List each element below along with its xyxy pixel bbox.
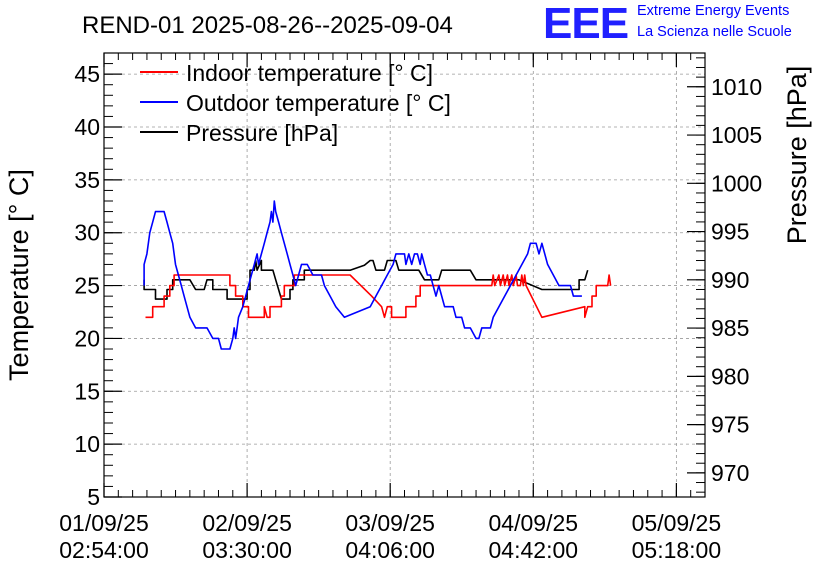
x-tick-label-date: 03/09/25 — [345, 510, 435, 536]
legend-label-outdoor: Outdoor temperature [° C] — [186, 90, 451, 116]
x-tick-label-date: 01/09/25 — [59, 510, 149, 536]
x-tick-label-date: 04/09/25 — [489, 510, 579, 536]
y2-axis-label: Pressure [hPa] — [782, 66, 812, 245]
brand-line-2: La Scienza nelle Scuole — [637, 24, 792, 40]
y2-tick-label: 995 — [711, 219, 749, 245]
x-tick-label-date: 05/09/25 — [632, 510, 722, 536]
y-tick-label: 25 — [74, 273, 100, 299]
chart-title: REND-01 2025-08-26--2025-09-04 — [82, 12, 453, 39]
y-axis-label: Temperature [° C] — [4, 169, 34, 381]
x-tick-label-time: 05:18:00 — [632, 537, 722, 563]
legend-label-indoor: Indoor temperature [° C] — [186, 60, 433, 86]
series-line-pressure — [143, 259, 589, 300]
y2-tick-label: 1010 — [711, 74, 762, 100]
y-tick-label: 40 — [74, 114, 100, 140]
series-line-outdoor — [143, 200, 582, 350]
right-axis-tick-labels: 970 975 980 985 990 995 1000 1005 1010 — [711, 74, 762, 486]
y2-tick-label: 985 — [711, 315, 749, 341]
ticks — [103, 52, 706, 498]
y2-tick-label: 970 — [711, 460, 749, 486]
y-tick-label: 35 — [74, 167, 100, 193]
series-line-indoor — [145, 274, 612, 319]
y2-tick-label: 975 — [711, 412, 749, 438]
y-tick-label: 10 — [74, 431, 100, 457]
x-tick-label-date: 02/09/25 — [202, 510, 292, 536]
y-tick-label: 5 — [87, 484, 100, 510]
x-tick-label-time: 04:42:00 — [489, 537, 579, 563]
x-tick-label-time: 04:06:00 — [345, 537, 435, 563]
brand-line-1: Extreme Energy Events — [637, 3, 790, 19]
legend: Indoor temperature [° C] Outdoor tempera… — [140, 60, 451, 146]
y2-tick-label: 1005 — [711, 122, 762, 148]
y-tick-label: 20 — [74, 325, 100, 351]
y2-tick-label: 980 — [711, 363, 749, 389]
x-tick-label-time: 02:54:00 — [59, 537, 149, 563]
eee-logo: EEE — [543, 0, 629, 48]
plot-lines — [143, 200, 612, 350]
legend-label-pressure: Pressure [hPa] — [186, 120, 338, 146]
x-tick-label-time: 03:30:00 — [202, 537, 292, 563]
y-tick-label: 30 — [74, 220, 100, 246]
y-tick-label: 45 — [74, 61, 100, 87]
y2-tick-label: 1000 — [711, 170, 762, 196]
y-tick-label: 15 — [74, 378, 100, 404]
y2-tick-label: 990 — [711, 267, 749, 293]
left-axis-tick-labels: 5 10 15 20 25 30 35 40 45 — [74, 61, 100, 510]
